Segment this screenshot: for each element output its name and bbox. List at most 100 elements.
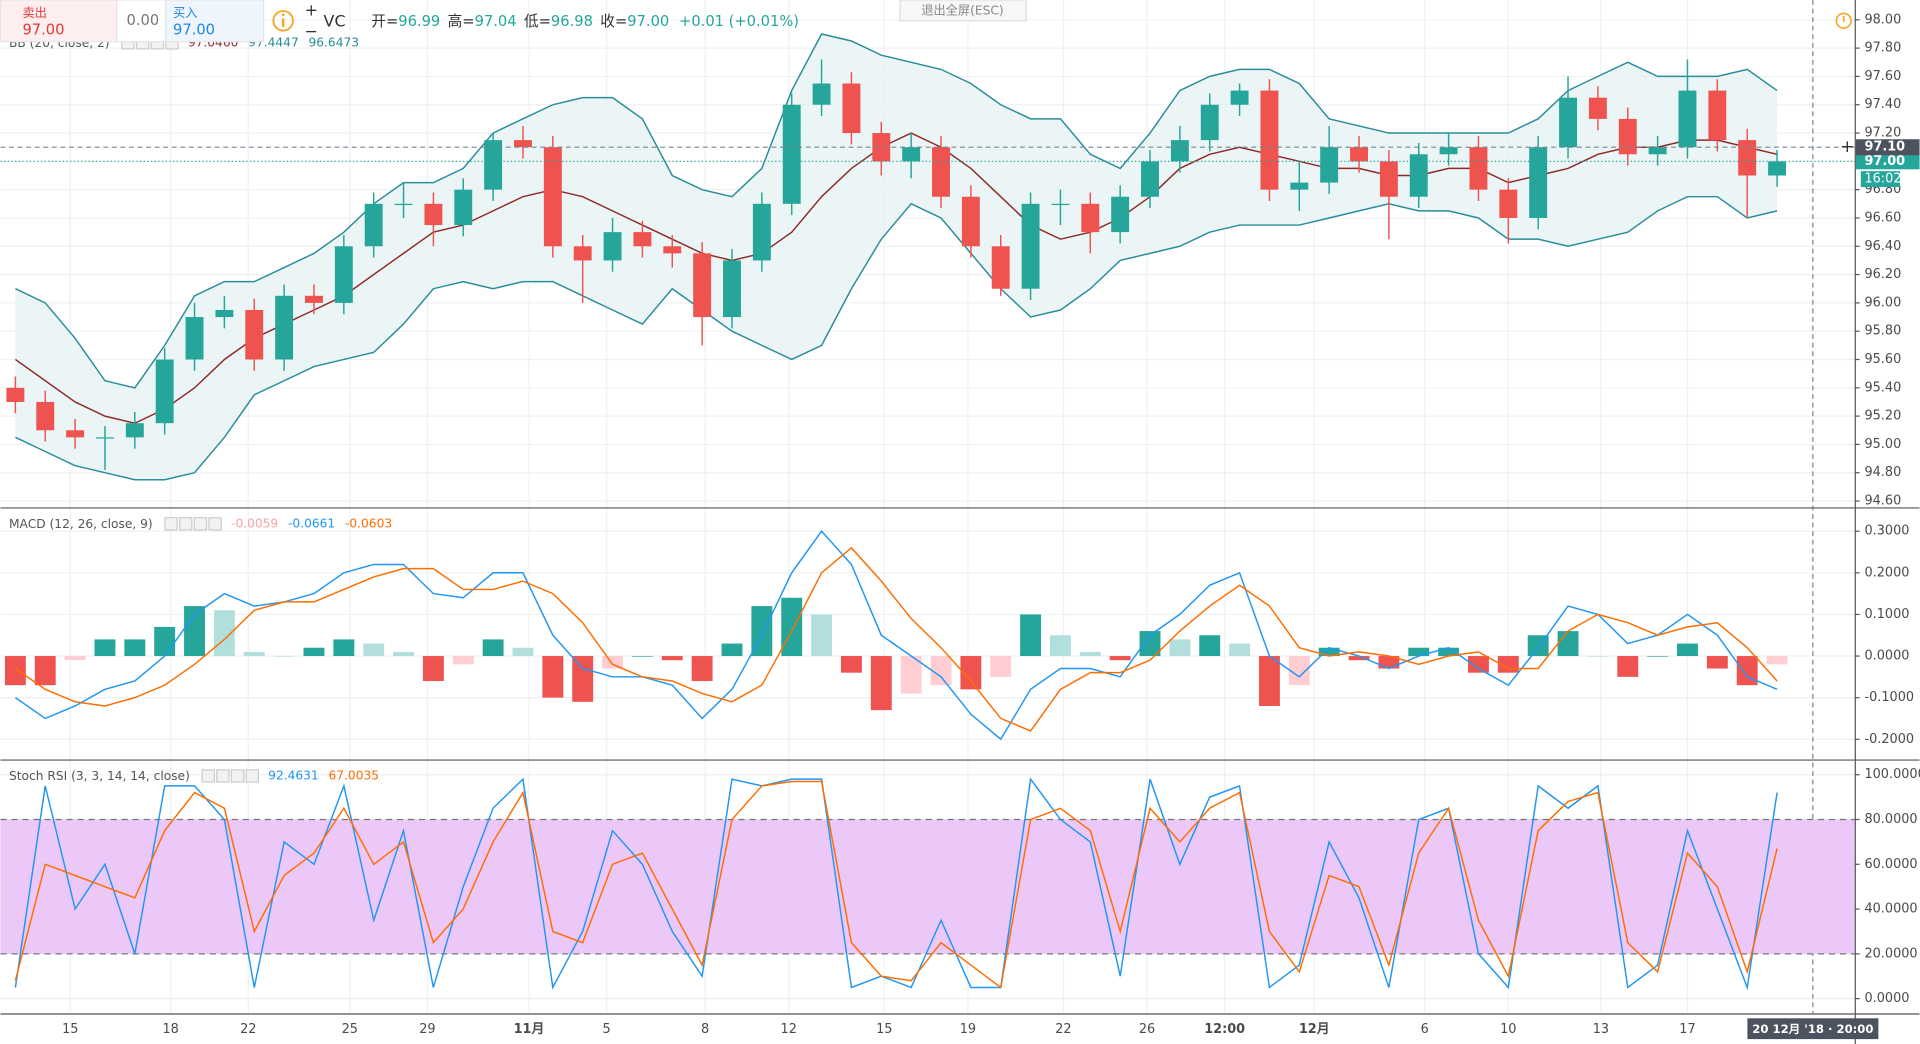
legend-icon[interactable] [193, 517, 208, 531]
y-tick-label: 97.60 [1864, 69, 1901, 84]
x-tick-label: 15 [62, 1022, 78, 1037]
histogram-bar [542, 656, 564, 698]
spread: 0.00 [127, 12, 160, 29]
histogram-bar [1079, 651, 1101, 657]
zoom-out[interactable]: − [305, 21, 318, 40]
legend-icon[interactable] [216, 769, 230, 783]
info-icon[interactable] [272, 10, 294, 32]
crosshair-plus: + [1840, 137, 1854, 157]
ohlc-value: 97.00 [627, 13, 669, 30]
x-tick-label: 19 [960, 1022, 976, 1037]
histogram-bar [1736, 656, 1758, 686]
y-tick-label: -0.1000 [1864, 690, 1914, 705]
histogram-bar [1318, 647, 1340, 657]
candle-body [573, 246, 592, 261]
histogram-bar [303, 647, 325, 657]
histogram-bar [900, 656, 922, 694]
histogram-bar [1378, 656, 1400, 669]
histogram-bar [1139, 631, 1161, 657]
sell-button[interactable] [0, 0, 118, 43]
x-tick-label: 22 [240, 1022, 256, 1037]
candle-body [752, 203, 771, 261]
candle-body [872, 133, 891, 162]
x-tick-label: 10 [1500, 1022, 1516, 1037]
ohlc-key: 高= [448, 13, 475, 30]
candle-body [1678, 90, 1697, 148]
y-tick-label: 96.00 [1864, 295, 1901, 310]
candle-body [842, 83, 861, 134]
ohlc-value: 96.98 [551, 13, 593, 30]
legend-icon[interactable] [208, 517, 222, 531]
y-tick-label: 97.20 [1864, 126, 1901, 141]
histogram-bar [422, 656, 444, 682]
x-tick-label: 18 [162, 1022, 178, 1037]
y-tick-label: 97.40 [1864, 97, 1901, 112]
histogram-bar [870, 656, 892, 711]
current-price-tag [1855, 153, 1920, 170]
histogram-bar [1677, 643, 1698, 657]
y-tick-label: 95.20 [1864, 409, 1901, 424]
legend-icon[interactable] [230, 769, 245, 783]
legend-value: 67.0035 [328, 768, 379, 782]
x-tick-label: 29 [419, 1022, 435, 1037]
candle-body [1708, 90, 1727, 141]
exit-fullscreen-button[interactable] [899, 0, 1027, 22]
candle-body [215, 309, 234, 318]
candle-body [782, 104, 801, 204]
y-tick-label: 98.00 [1864, 12, 1901, 27]
histogram-bar [64, 656, 86, 661]
legend-icon[interactable] [201, 769, 215, 783]
x-tick-label: 5 [602, 1022, 610, 1037]
legend-icon[interactable] [164, 517, 178, 531]
legend-icon[interactable] [245, 769, 259, 783]
y-tick-label: 0.0000 [1864, 649, 1909, 664]
histogram-bar [691, 656, 713, 682]
histogram-bar [393, 651, 414, 657]
candle-body [1230, 90, 1249, 105]
candle-body [1170, 140, 1189, 162]
candle-body [454, 189, 473, 226]
histogram-bar [721, 643, 743, 657]
crosshair-price-label: 97.10 [1864, 140, 1905, 155]
alert-icon[interactable] [1835, 12, 1852, 29]
y-tick-label: 95.00 [1864, 437, 1901, 452]
histogram-bar [1766, 656, 1788, 665]
buy-label: 买入 [173, 6, 197, 20]
legend-icon[interactable] [179, 517, 193, 531]
candle-body [364, 203, 383, 247]
y-tick-label: 95.80 [1864, 324, 1901, 339]
histogram-bar [661, 656, 683, 661]
candle-body [95, 437, 114, 439]
candle-body [1439, 147, 1458, 155]
candle-body [1469, 147, 1488, 190]
candle-body [543, 147, 562, 247]
histogram-bar [1438, 647, 1460, 657]
histogram-bar [34, 656, 56, 686]
candle-body [1021, 203, 1040, 289]
legend-value: 92.4631 [268, 768, 319, 782]
candle-body [484, 140, 503, 190]
y-tick-label: 0.1000 [1864, 607, 1909, 622]
zoom-in[interactable]: + [305, 1, 318, 20]
crosshair-time-label: 20 12月 '18 · 20:00 [1752, 1022, 1873, 1036]
candle-body [1588, 97, 1607, 119]
countdown-label: 16:02 [1864, 172, 1901, 187]
y-tick-label: 0.3000 [1864, 524, 1909, 539]
candle-body [603, 232, 622, 261]
buy-button[interactable] [165, 0, 265, 43]
candle-body [305, 295, 323, 303]
y-tick-label: 96.20 [1864, 267, 1901, 282]
ohlc-value: 97.04 [475, 13, 517, 30]
y-tick-label: 20.0000 [1864, 946, 1917, 961]
candle-body [1499, 189, 1518, 218]
histogram-bar [124, 639, 146, 657]
histogram-bar [1408, 647, 1430, 657]
stoch-k-line [14, 777, 1778, 991]
candle-body [155, 359, 174, 424]
candle-body [275, 295, 294, 360]
candle-body [394, 203, 413, 206]
y-tick-label: 0.2000 [1864, 565, 1909, 580]
y-tick-label: 95.60 [1864, 352, 1901, 367]
info-icon-bar [281, 18, 285, 27]
